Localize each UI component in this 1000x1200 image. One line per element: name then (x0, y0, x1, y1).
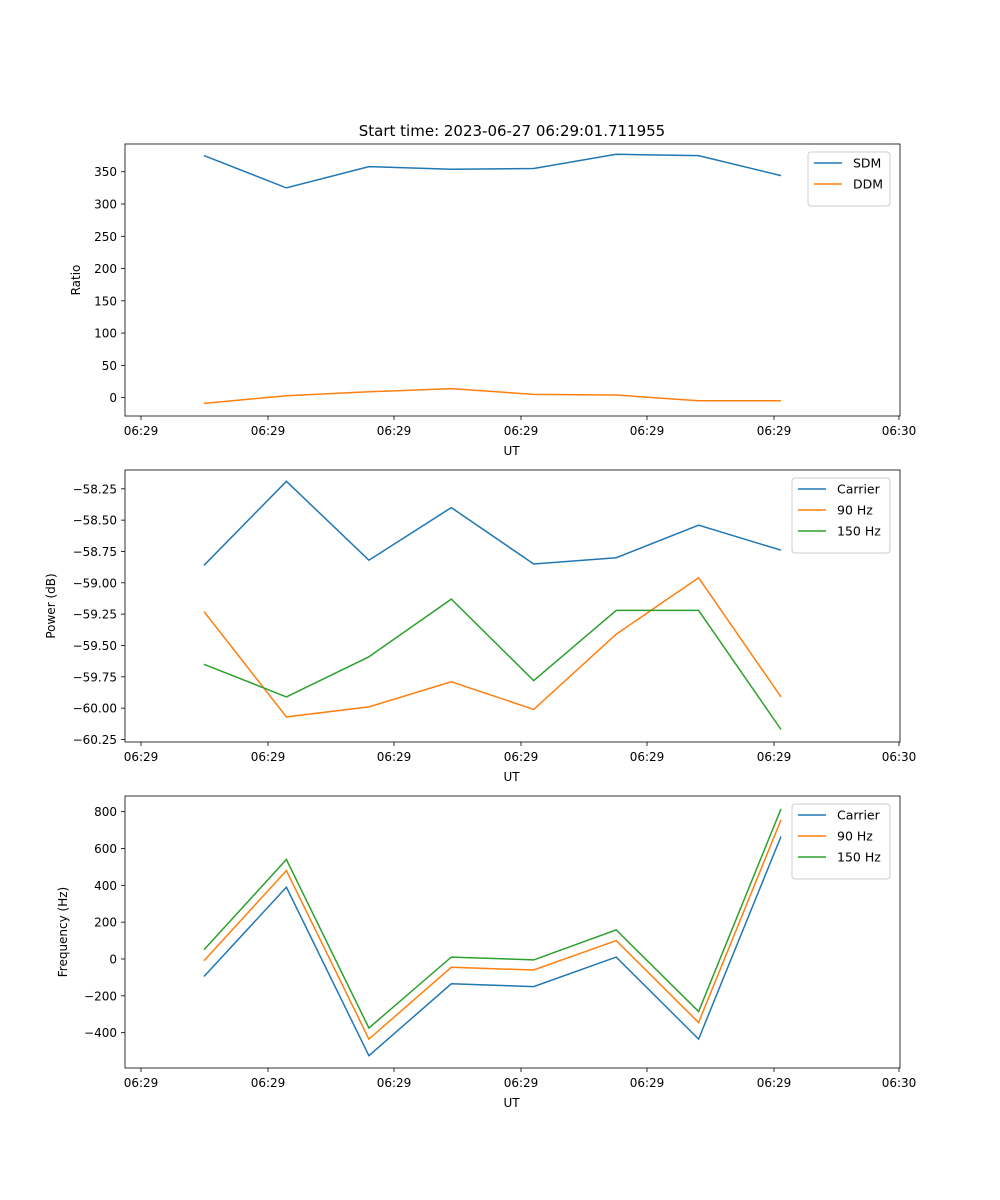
legend-frame (791, 477, 891, 554)
y-tick-label: 250 (94, 230, 117, 244)
x-tick-label: 06:29 (377, 1076, 412, 1090)
x-tick-label: 06:29 (504, 1076, 539, 1090)
x-tick-label: 06:29 (251, 424, 286, 438)
axes-frame (124, 143, 901, 417)
x-tick-label: 06:29 (124, 424, 159, 438)
y-tick-label: −200 (84, 989, 117, 1003)
x-tick-label: 06:29 (251, 1076, 286, 1090)
series-line-90-hz (203, 819, 782, 1041)
series-line-ddm (203, 387, 781, 405)
x-tick-label: 06:29 (757, 1076, 792, 1090)
y-tick-label: −59.50 (73, 639, 117, 653)
x-tick-label: 06:29 (377, 424, 412, 438)
x-tick-label: 06:29 (757, 750, 792, 764)
series-line-carrier (203, 836, 782, 1057)
legend-entry: 90 Hz (837, 503, 873, 518)
axes-frame (124, 795, 901, 1069)
y-tick-label: 50 (102, 359, 117, 373)
x-tick-label: 06:30 (882, 424, 917, 438)
y-tick-label: 600 (94, 842, 117, 856)
y-tick-label: 300 (94, 198, 117, 212)
legend: SDM DDM (807, 151, 891, 207)
figure-title: Start time: 2023-06-27 06:29:01.711955 (359, 122, 665, 140)
y-tick-label: 200 (94, 262, 117, 276)
y-tick-label: −59.75 (73, 670, 117, 684)
series-line-150-hz (203, 598, 782, 730)
legend-entry: SDM (853, 156, 881, 171)
x-tick-label: 06:29 (757, 424, 792, 438)
y-tick-label: −59.00 (73, 576, 117, 590)
series-line-sdm (203, 153, 782, 189)
series-line-150-hz (203, 808, 782, 1030)
y-axis-label: Power (dB) (44, 573, 58, 638)
axes-frame (124, 469, 901, 743)
legend: Carrier 90 Hz 150 Hz (791, 803, 891, 880)
legend-frame (807, 151, 891, 207)
subplots: 06:29 06:29 06:29 06:29 06:29 06:29 06:30 0 50 10… (44, 143, 917, 1110)
x-tick-label: 06:30 (882, 1076, 917, 1090)
subplot-3: 06:29 06:29 06:29 06:29 06:29 06:29 06:30 −400 −… (56, 795, 917, 1110)
y-tick-label: 800 (94, 805, 117, 819)
legend-entry: 150 Hz (837, 524, 881, 539)
x-tick-label: 06:29 (504, 424, 539, 438)
legend-entry: 150 Hz (837, 850, 881, 865)
x-tick-label: 06:29 (504, 750, 539, 764)
series-line-90-hz (203, 576, 782, 718)
x-tick-label: 06:29 (377, 750, 412, 764)
x-tick-label: 06:29 (124, 750, 159, 764)
y-tick-label: 100 (94, 327, 117, 341)
x-tick-label: 06:29 (630, 750, 665, 764)
x-tick-label: 06:29 (630, 1076, 665, 1090)
y-axis-label: Ratio (69, 265, 83, 296)
y-tick-label: −58.50 (73, 514, 117, 528)
y-axis-label: Frequency (Hz) (56, 887, 70, 978)
legend-entry: Carrier (837, 482, 881, 497)
legend: Carrier 90 Hz 150 Hz (791, 477, 891, 554)
x-tick-label: 06:29 (251, 750, 286, 764)
subplot-1: 06:29 06:29 06:29 06:29 06:29 06:29 06:30 0 50 10… (69, 143, 917, 458)
legend-entry: DDM (853, 177, 883, 192)
legend-entry: 90 Hz (837, 829, 873, 844)
y-tick-label: −58.25 (73, 482, 117, 496)
y-tick-label: −60.25 (73, 733, 117, 747)
y-tick-label: 0 (109, 391, 117, 405)
x-axis-label: UT (503, 770, 520, 784)
y-tick-label: −400 (84, 1026, 117, 1040)
y-tick-label: 400 (94, 879, 117, 893)
y-tick-label: 350 (94, 165, 117, 179)
legend-frame (791, 803, 891, 880)
x-tick-label: 06:29 (124, 1076, 159, 1090)
y-tick-label: −58.75 (73, 545, 117, 559)
series-line-carrier (203, 480, 782, 566)
y-tick-label: 0 (109, 952, 117, 966)
x-axis-label: UT (503, 444, 520, 458)
legend-entry: Carrier (837, 808, 881, 823)
x-tick-label: 06:29 (630, 424, 665, 438)
x-axis-label: UT (503, 1096, 520, 1110)
y-tick-label: 200 (94, 916, 117, 930)
y-tick-label: −59.25 (73, 608, 117, 622)
y-tick-label: −60.00 (73, 702, 117, 716)
subplot-2: 06:29 06:29 06:29 06:29 06:29 06:29 06:30 −60.2… (44, 469, 917, 784)
y-tick-label: 150 (94, 294, 117, 308)
x-tick-label: 06:30 (882, 750, 917, 764)
